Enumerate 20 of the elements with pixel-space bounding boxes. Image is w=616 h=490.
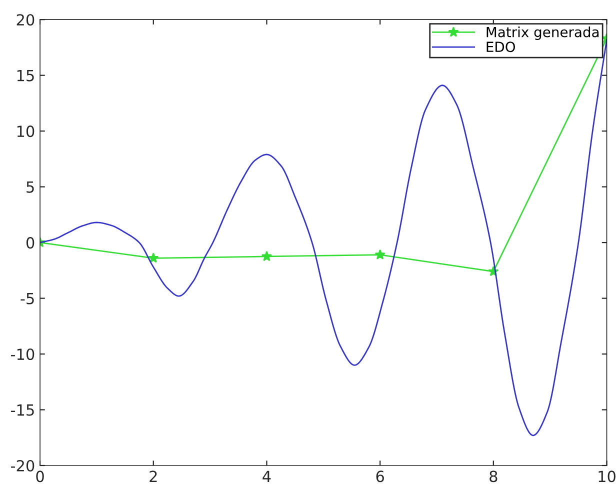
y-tick-label: -20 [10,460,34,472]
point [261,250,272,262]
legend-label: EDO [486,42,516,52]
y-tick-label: 10 [17,126,34,138]
x-tick-label: 8 [490,470,498,482]
point [374,249,386,260]
x-tick-label: 2 [150,470,157,482]
y-tick-label: -15 [10,404,34,416]
y-tick-label: 0 [26,237,34,249]
y-tick-label: 20 [16,14,34,26]
x-tick-label: 4 [262,470,271,482]
legend-label: Matrix generada [486,26,599,40]
point [148,252,159,263]
y-tick-label: -10 [10,348,34,360]
x-tick-label: 10 [598,470,616,482]
y-tick-label: 5 [26,181,34,193]
x-tick-label: 6 [376,470,384,482]
y-tick-label: -5 [20,292,34,304]
x-tick-label: 0 [36,470,44,482]
y-tick-label: 15 [17,70,34,82]
